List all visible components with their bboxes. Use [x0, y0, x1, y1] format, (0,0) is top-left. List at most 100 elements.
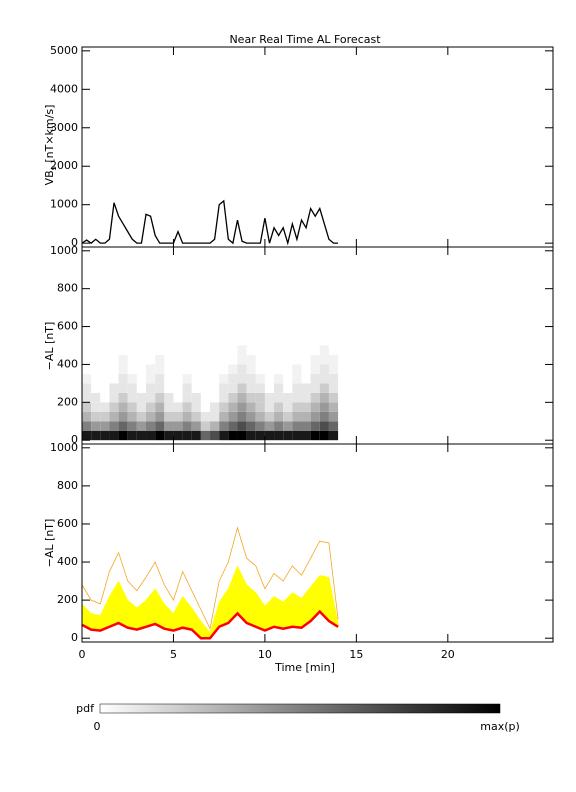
heat-cell	[91, 411, 101, 422]
heat-cell	[82, 411, 92, 422]
heat-cell	[283, 373, 293, 384]
heat-cell	[228, 421, 238, 431]
heat-cell	[164, 430, 174, 441]
heat-cell	[283, 354, 293, 365]
y-label-main: VB	[43, 170, 56, 185]
heat-cell	[118, 364, 128, 374]
heat-cell	[200, 373, 211, 384]
heat-cell	[191, 402, 201, 412]
y-tick-label: 1000	[50, 244, 78, 257]
heat-cell	[109, 373, 119, 384]
heat-cell	[255, 402, 265, 412]
heat-cell	[301, 354, 311, 365]
heat-cell	[319, 402, 329, 412]
heat-cell	[191, 364, 201, 374]
heat-cell	[191, 421, 201, 431]
heat-cell	[200, 430, 211, 441]
y-tick-label: 800	[57, 479, 78, 492]
heat-cell	[146, 430, 156, 441]
heat-cell	[292, 364, 302, 374]
heat-cell	[191, 411, 201, 422]
heat-cell	[319, 430, 329, 441]
y-label-unit: [nT×km/s]	[43, 105, 56, 167]
heat-cell	[155, 421, 165, 431]
heat-cell	[182, 402, 192, 412]
heat-cell	[292, 411, 302, 422]
heat-cell	[237, 402, 247, 412]
heat-cell	[328, 402, 339, 412]
panel-frame	[81, 443, 554, 643]
heat-cell	[301, 345, 311, 355]
heat-cell	[219, 421, 229, 431]
heat-cell	[283, 402, 293, 412]
heat-cell	[319, 383, 329, 393]
heat-cell	[118, 421, 128, 431]
heat-cell	[301, 421, 311, 431]
heat-cell	[109, 392, 119, 403]
heat-cell	[255, 411, 265, 422]
colorbar-min: 0	[94, 720, 101, 733]
heat-cell	[301, 364, 311, 374]
heat-cell	[246, 345, 256, 355]
heat-cell	[310, 421, 320, 431]
heat-cell	[319, 345, 329, 355]
heat-cell	[164, 411, 174, 422]
heat-cell	[274, 430, 284, 441]
band-line	[81, 526, 339, 630]
heat-cell	[200, 364, 211, 374]
heat-cell	[200, 421, 211, 431]
heat-cell	[301, 402, 311, 412]
heat-cell	[255, 373, 265, 384]
heat-cell	[118, 345, 128, 355]
heat-cell	[100, 373, 110, 384]
heat-cell	[182, 345, 192, 355]
heat-cell	[182, 430, 192, 441]
heat-cell	[237, 345, 247, 355]
heat-cell	[164, 383, 174, 393]
heat-cell	[246, 364, 256, 374]
heat-cell	[164, 373, 174, 384]
heat-cell	[118, 354, 128, 365]
y-label-sub: s	[49, 166, 58, 170]
heat-cell	[173, 411, 183, 422]
heat-cell	[283, 392, 293, 403]
heat-cell	[82, 345, 92, 355]
heat-cell	[255, 354, 265, 365]
heat-cell	[136, 402, 147, 412]
y-axis-label: −AL [nT]	[43, 519, 56, 568]
heat-cell	[109, 364, 119, 374]
heat-cell	[319, 364, 329, 374]
heat-cell	[283, 345, 293, 355]
heat-cell	[146, 421, 156, 431]
colorbar-label: pdf	[76, 702, 95, 715]
heat-cell	[255, 421, 265, 431]
heat-cell	[182, 373, 192, 384]
heat-cell	[219, 364, 229, 374]
heat-cell	[155, 345, 165, 355]
heat-cell	[91, 392, 101, 403]
heat-cell	[264, 411, 275, 422]
heat-cell	[100, 364, 110, 374]
heat-cell	[136, 430, 147, 441]
heat-cell	[109, 411, 119, 422]
heat-cell	[310, 430, 320, 441]
heat-cell	[237, 430, 247, 441]
heat-cell	[328, 373, 339, 384]
heat-cell	[100, 345, 110, 355]
heat-cell	[127, 345, 137, 355]
heat-cell	[237, 383, 247, 393]
heat-cell	[82, 364, 92, 374]
heat-cell	[292, 383, 302, 393]
y-tick-label: 600	[57, 320, 78, 333]
heat-cell	[246, 411, 256, 422]
heat-cell	[264, 373, 275, 384]
heat-cell	[328, 364, 339, 374]
heat-cell	[100, 392, 110, 403]
heat-cell	[237, 364, 247, 374]
heat-cell	[264, 430, 275, 441]
x-tick-label: 20	[441, 648, 455, 661]
heat-cell	[118, 373, 128, 384]
heat-cell	[210, 392, 220, 403]
heat-cell	[328, 354, 339, 365]
heat-cell	[191, 392, 201, 403]
